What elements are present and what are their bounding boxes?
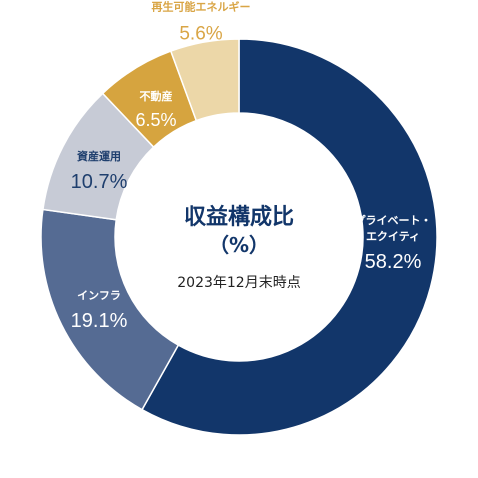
slice-0: [141, 38, 438, 436]
slice-label-0-0: プライベート・: [355, 213, 432, 227]
slice-value-3: 6.5%: [135, 110, 176, 130]
slice-value-0: 58.2%: [365, 251, 422, 273]
slice-label-0-1: エクイティ: [366, 230, 420, 243]
slice-label-4-0: 再生可能エネルギー: [152, 0, 251, 14]
slice-label-1-0: インフラ: [77, 289, 121, 302]
slice-label-3-0: 不動産: [140, 89, 173, 103]
slice-labels: プライベート・エクイティ 58.2% インフラ 19.1% 資産運用 10.7% 不動産 6.…: [71, 0, 432, 332]
center-unit: （%）: [209, 233, 269, 257]
slice-label-2-0: 資産運用: [77, 149, 121, 163]
slice-value-1: 19.1%: [71, 310, 128, 332]
donut-slices: [40, 38, 438, 436]
slice-4: [169, 38, 240, 122]
center-note: 2023年12月末時点: [177, 275, 300, 291]
slice-value-2: 10.7%: [71, 171, 128, 193]
slice-value-4: 5.6%: [179, 24, 222, 45]
center-title: 収益構成比: [184, 204, 294, 230]
